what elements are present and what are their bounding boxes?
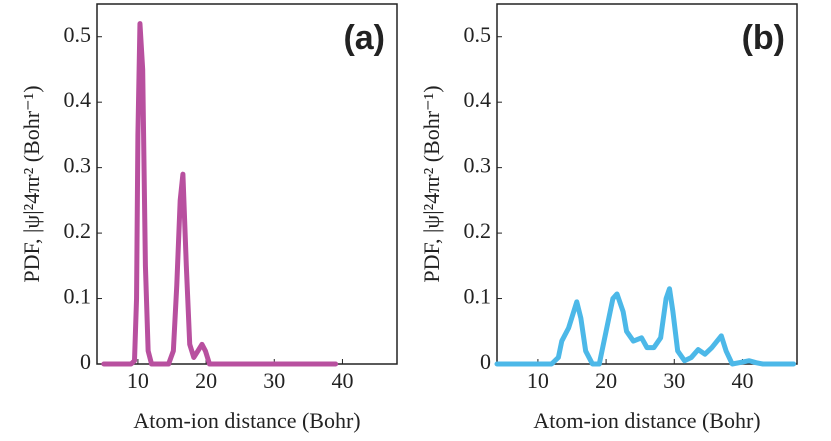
y-axis-label: PDF, |ψ|²4πr² (Bohr⁻¹) xyxy=(419,85,444,282)
x-tick-label: 20 xyxy=(195,368,217,393)
x-tick-label: 40 xyxy=(731,368,753,393)
x-tick-label: 30 xyxy=(263,368,285,393)
y-tick-label: 0.3 xyxy=(64,153,92,178)
y-tick-label: 0.4 xyxy=(464,87,492,112)
x-tick-label: 20 xyxy=(595,368,617,393)
y-tick-label: 0.3 xyxy=(464,153,492,178)
y-tick-label: 0 xyxy=(80,349,91,374)
data-line xyxy=(101,21,339,367)
plot-frame xyxy=(496,3,798,365)
y-axis-label: PDF, |ψ|²4πr² (Bohr⁻¹) xyxy=(19,85,44,282)
y-tick-label: 0.5 xyxy=(64,22,92,47)
y-tick-label: 0.2 xyxy=(64,218,92,243)
x-tick-label: 30 xyxy=(663,368,685,393)
x-tick-label: 10 xyxy=(127,368,149,393)
data-line xyxy=(494,286,797,367)
y-tick-label: 0.4 xyxy=(64,87,92,112)
x-tick-label: 40 xyxy=(331,368,353,393)
y-tick-label: 0.1 xyxy=(64,284,92,309)
panel-label: (a) xyxy=(343,19,385,57)
x-tick-label: 10 xyxy=(527,368,549,393)
x-axis-label: Atom-ion distance (Bohr) xyxy=(533,408,760,433)
y-tick-label: 0.1 xyxy=(464,284,492,309)
y-tick-label: 0 xyxy=(480,349,491,374)
y-tick-label: 0.2 xyxy=(464,218,492,243)
panel-label: (b) xyxy=(742,19,785,57)
x-axis-label: Atom-ion distance (Bohr) xyxy=(133,408,360,433)
y-tick-label: 0.5 xyxy=(464,22,492,47)
